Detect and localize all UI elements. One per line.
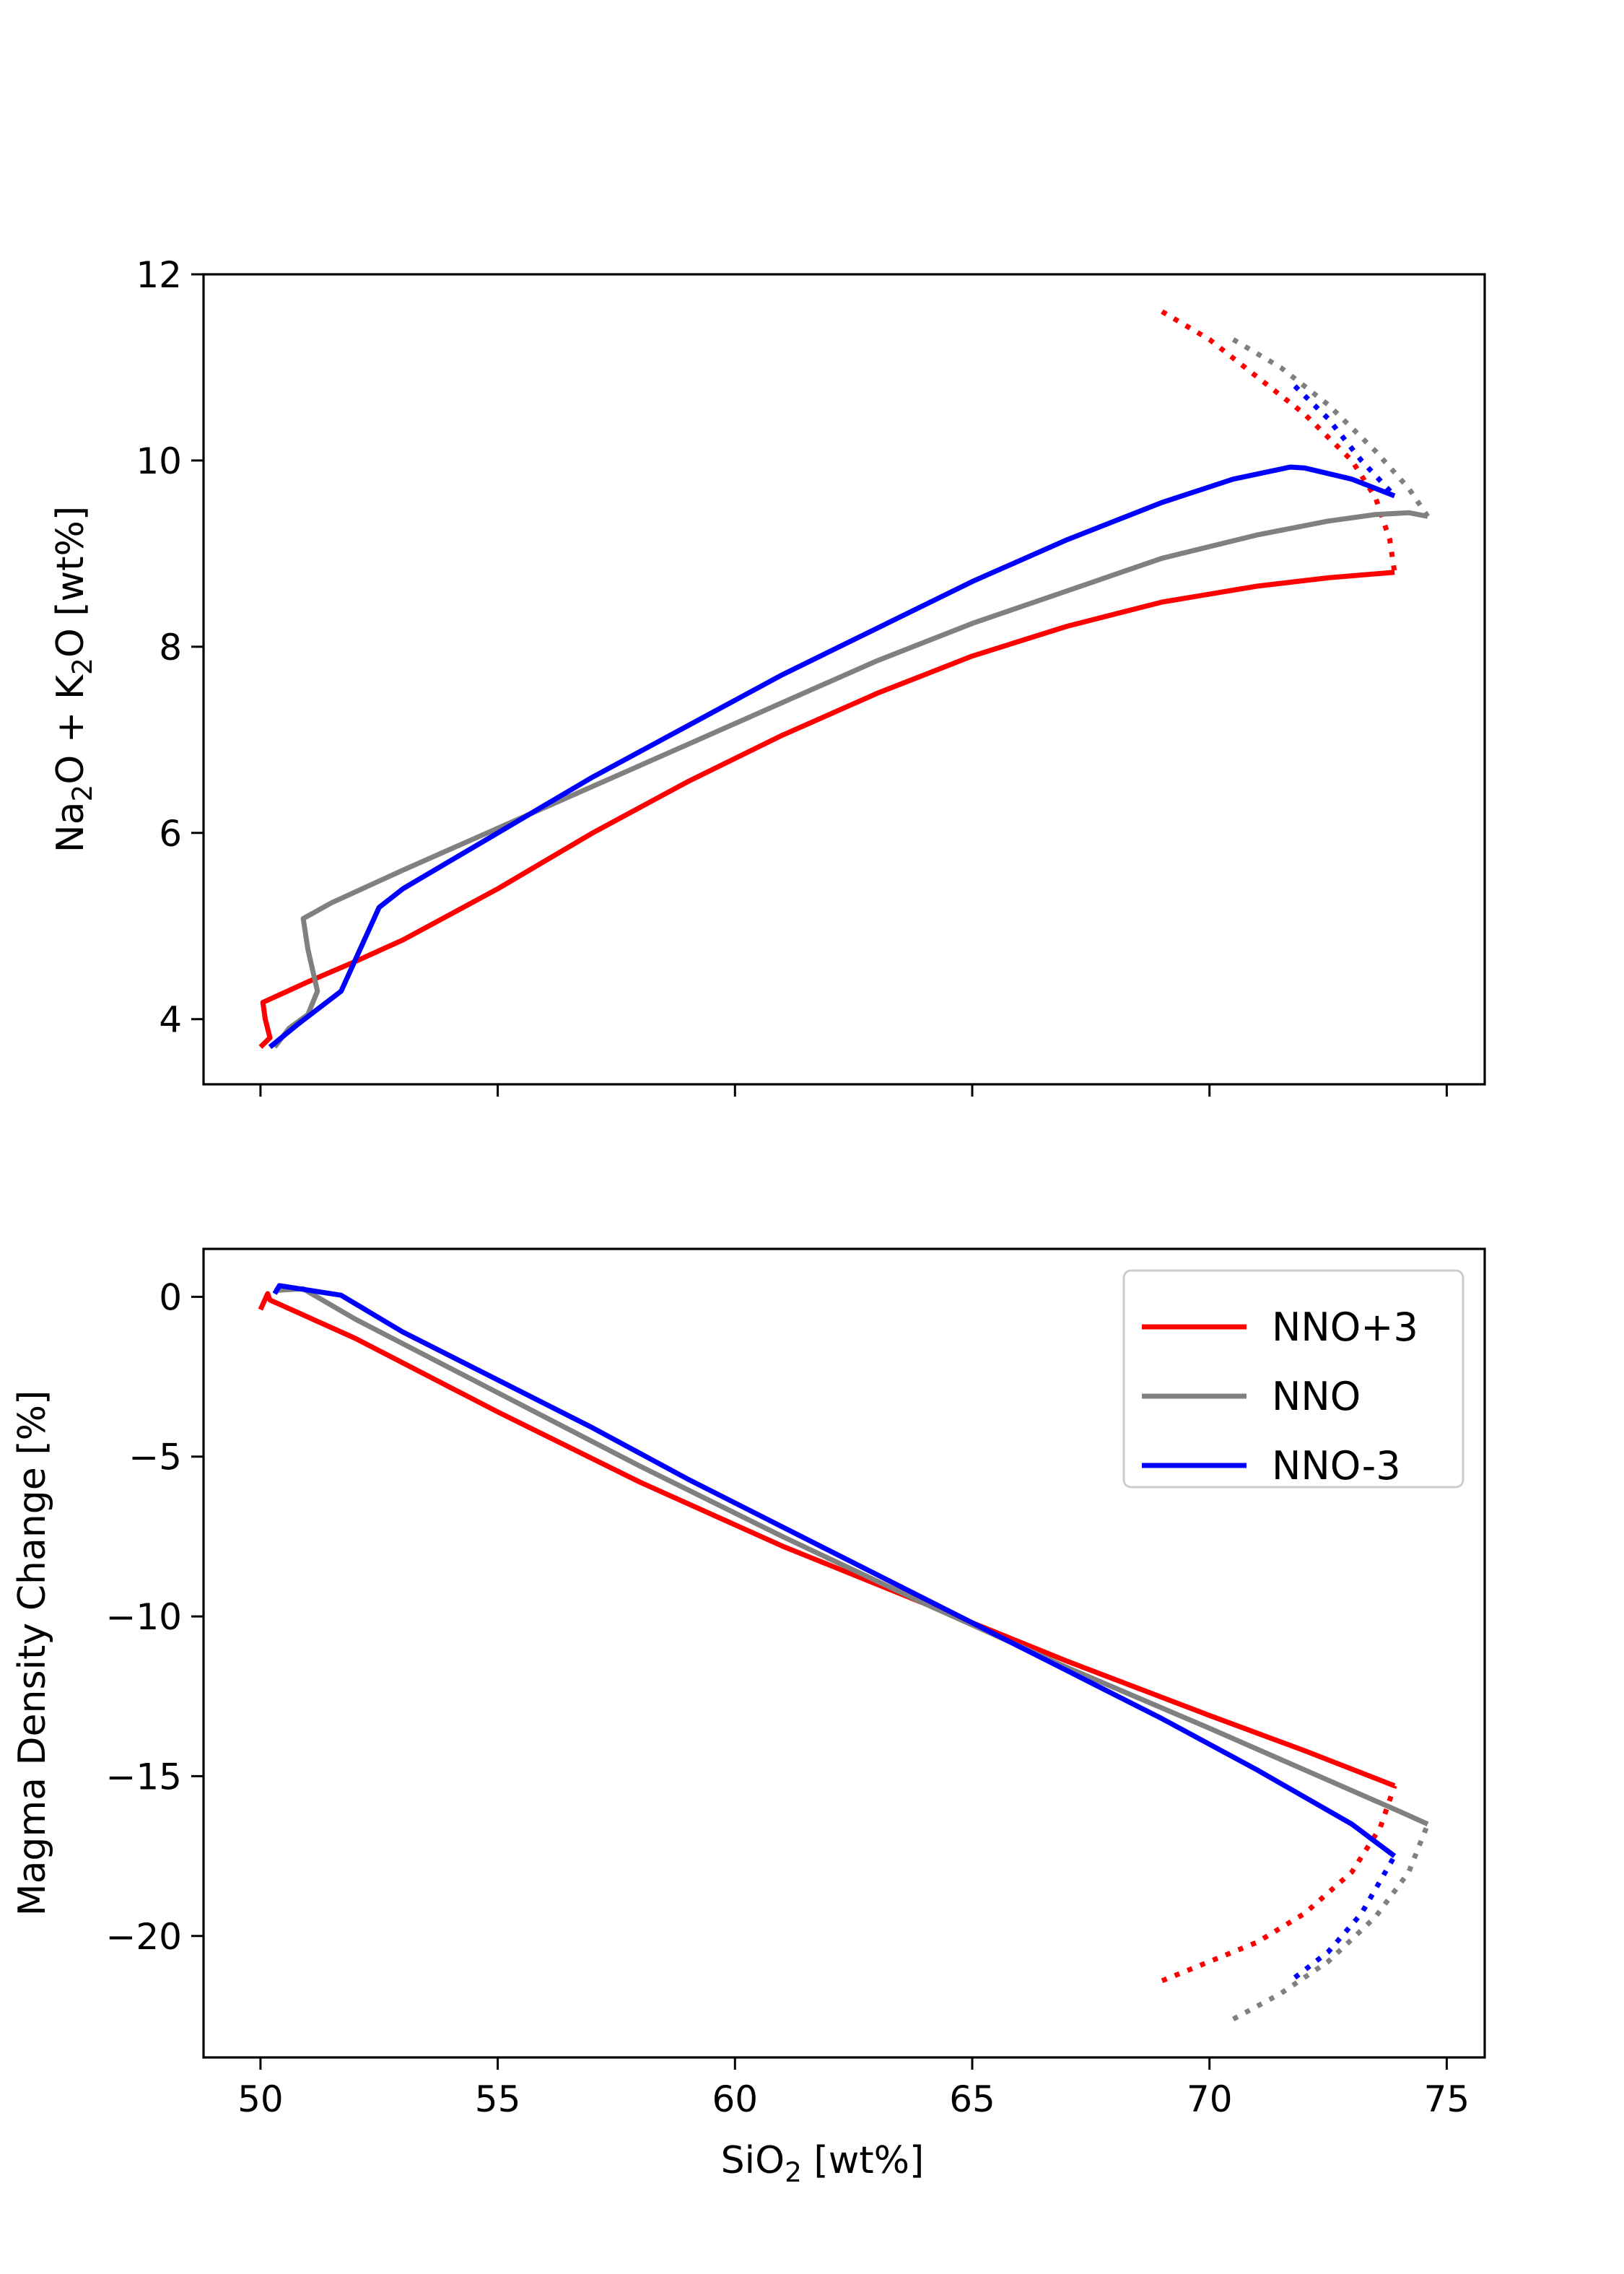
- series-line-nno-3-dotted: [1293, 1855, 1397, 1980]
- panel-top: 4 6 8 10 12 Na2O + K2O [wt%]: [49, 254, 1486, 1097]
- y-axis-label: Na2O + K2O [wt%]: [49, 506, 98, 853]
- y-tick-label: −20: [105, 1916, 182, 1958]
- series-line-nno-3-dotted: [1161, 309, 1397, 573]
- y-tick-label: 12: [136, 254, 182, 296]
- series-line-nno-3-solid: [258, 1291, 1396, 1788]
- x-tick-label: 75: [1424, 2078, 1470, 2120]
- x-tick-label: 65: [949, 2078, 995, 2120]
- legend-label: NNO: [1272, 1374, 1361, 1419]
- y-tick-label: 8: [159, 627, 182, 668]
- y-axis-label: Magma Density Change [%]: [11, 1390, 54, 1917]
- series-line-nno-dotted: [1231, 1823, 1431, 2021]
- y-tick-label: 0: [159, 1276, 182, 1318]
- y-tick-label: −10: [105, 1596, 182, 1638]
- y-tick-label: 10: [136, 440, 182, 482]
- series-line-nno-3-solid: [258, 570, 1395, 1049]
- y-tick-label: 6: [159, 813, 182, 855]
- series-line-nno-3-solid: [272, 1283, 1397, 1858]
- panel-bottom: 50 55 60 65 70 75 0 −5 −10 −15 −20 Magma Density Ch…: [11, 1247, 1486, 2188]
- legend-label: NNO+3: [1272, 1304, 1418, 1350]
- series-line-nno-solid: [274, 1286, 1429, 1826]
- series-line-nno-3-solid: [268, 464, 1396, 1050]
- y-tick-label: −15: [105, 1756, 182, 1798]
- y-tick-label: −5: [128, 1437, 182, 1478]
- axes-frame: [202, 1247, 1486, 2059]
- series-group: [258, 1283, 1431, 2021]
- series-group: [258, 309, 1430, 1050]
- x-tick-label: 55: [475, 2078, 521, 2120]
- series-line-nno-3-dotted: [1293, 384, 1397, 498]
- x-axis-label: SiO2 [wt%]: [721, 2139, 925, 2188]
- y-tick-label: 4: [159, 999, 182, 1041]
- x-tick-label: 50: [237, 2078, 284, 2120]
- x-tick-label: 70: [1187, 2078, 1233, 2120]
- legend: NNO+3 NNO NNO-3: [1122, 1269, 1464, 1489]
- series-line-nno-dotted: [1231, 337, 1430, 518]
- legend-label: NNO-3: [1272, 1443, 1401, 1489]
- series-line-nno-3-dotted: [1161, 1785, 1397, 1984]
- axes-frame: [202, 273, 1486, 1086]
- series-line-nno-solid: [272, 510, 1428, 1049]
- x-tick-label: 60: [712, 2078, 758, 2120]
